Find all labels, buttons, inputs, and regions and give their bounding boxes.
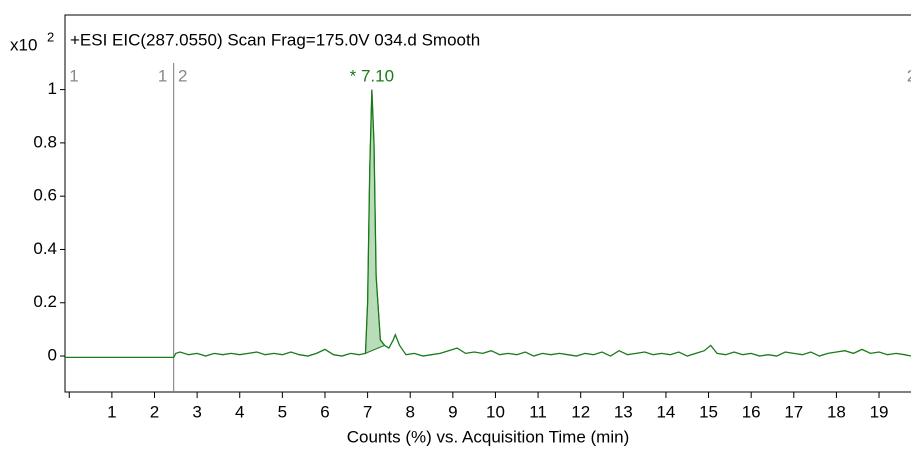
x-tick-label: 18	[827, 402, 846, 421]
x-tick-label: 12	[571, 402, 590, 421]
x-axis-label: Counts (%) vs. Acquisition Time (min)	[347, 427, 629, 446]
x-tick-label: 19	[870, 402, 889, 421]
annotation: 1	[69, 66, 78, 85]
x-tick-label: 3	[192, 402, 201, 421]
x-tick-label: 10	[486, 402, 505, 421]
annotation: 2	[907, 66, 911, 85]
x-tick-label: 16	[742, 402, 761, 421]
chart-title: +ESI EIC(287.0550) Scan Frag=175.0V 034.…	[70, 30, 480, 49]
x-tick-label: 8	[405, 402, 414, 421]
x-tick-label: 11	[529, 402, 547, 421]
x-tick-label: 4	[235, 402, 244, 421]
y-tick-label: 1	[48, 79, 57, 98]
annotation: 1	[158, 66, 167, 85]
x-tick-label: 5	[278, 402, 287, 421]
y-tick-label: 0.8	[33, 132, 57, 151]
x-tick-label: 13	[614, 402, 633, 421]
y-scale-exponent: 2	[47, 29, 54, 44]
x-tick-label: 2	[150, 402, 159, 421]
plot-frame	[64, 14, 911, 393]
y-scale-label: x10	[10, 35, 37, 54]
x-tick-label: 9	[448, 402, 457, 421]
y-tick-label: 0.6	[33, 186, 57, 205]
x-tick-label: 15	[699, 402, 718, 421]
x-tick-label: 7	[363, 402, 372, 421]
y-tick-label: 0.4	[33, 239, 57, 258]
annotation: * 7.10	[350, 66, 394, 85]
y-tick-label: 0	[48, 346, 57, 365]
annotation: 2	[178, 66, 187, 85]
x-tick-label: 14	[656, 402, 675, 421]
x-tick-label: 6	[320, 402, 329, 421]
x-tick-label: 17	[784, 402, 803, 421]
data-line	[65, 89, 911, 359]
y-tick-label: 0.2	[33, 292, 57, 311]
x-tick-label: 1	[107, 402, 116, 421]
